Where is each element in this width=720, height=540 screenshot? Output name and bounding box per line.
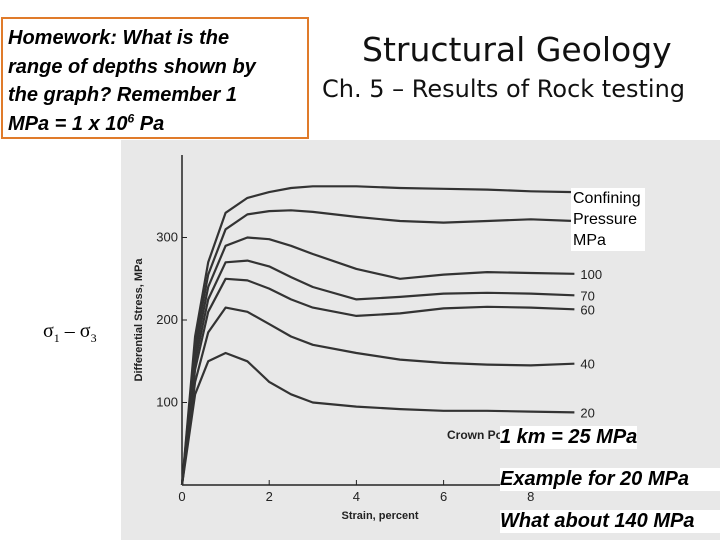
- sigma-1-subscript: 1: [53, 331, 60, 345]
- series-line-140: [180, 185, 575, 486]
- confining-line-2: Pressure: [573, 211, 638, 228]
- confining-line-1: Confining: [573, 190, 641, 207]
- sigma-3-symbol: σ: [79, 320, 91, 342]
- minus-sign: –: [59, 320, 80, 342]
- example-note: Example for 20 MPa: [500, 468, 720, 491]
- homework-line-4-unit: Pa: [134, 112, 165, 135]
- crown-point-label: Crown Pon: [447, 428, 511, 442]
- sigma-difference-label: σ1 – σ3: [43, 320, 97, 346]
- x-axis-label: Strain, percent: [341, 510, 418, 522]
- x-tick-label: 4: [353, 489, 360, 504]
- slide-subtitle: Ch. 5 – Results of Rock testing: [322, 75, 686, 103]
- x-tick-label: 0: [178, 489, 185, 504]
- homework-line-1: Homework: What is the: [8, 27, 230, 49]
- series-line-100: [180, 236, 575, 486]
- question-note: What about 140 MPa: [500, 510, 720, 533]
- x-tick-label: 6: [440, 489, 447, 504]
- depth-conversion-note: 1 km = 25 MPa: [500, 426, 638, 449]
- homework-line-2: range of depths shown by: [8, 55, 256, 78]
- x-tick-label: 8: [527, 489, 534, 504]
- homework-exponent: 6: [127, 110, 135, 125]
- series-label-60: 60: [580, 302, 594, 317]
- y-tick-label: 300: [156, 230, 178, 245]
- y-axis-label: Differential Stress, MPa: [133, 258, 145, 382]
- homework-box: Homework: What is the range of depths sh…: [1, 17, 309, 139]
- series-line-130: [180, 209, 575, 486]
- series-label-100: 100: [580, 267, 602, 282]
- series-line-60: [180, 277, 575, 486]
- series-line-70: [180, 259, 575, 486]
- confining-line-3: MPa: [573, 232, 606, 249]
- sigma-3-subscript: 3: [90, 331, 97, 345]
- x-tick-label: 2: [266, 489, 273, 504]
- sigma-1-symbol: σ: [43, 320, 54, 342]
- series-label-40: 40: [580, 357, 594, 372]
- slide-title: Structural Geology: [362, 30, 672, 69]
- homework-line-3: the graph? Remember 1: [8, 84, 237, 106]
- homework-line-4-text: MPa = 1 x 10: [8, 112, 128, 135]
- homework-line-4: MPa = 1 x 106 Pa: [8, 110, 307, 139]
- y-tick-label: 100: [156, 395, 178, 410]
- series-label-20: 20: [580, 405, 594, 420]
- series-label-70: 70: [580, 288, 594, 303]
- y-tick-label: 200: [156, 312, 178, 327]
- confining-pressure-label: Confining Pressure MPa: [571, 188, 645, 251]
- series-line-20: [180, 351, 575, 486]
- series-line-40: [180, 306, 575, 486]
